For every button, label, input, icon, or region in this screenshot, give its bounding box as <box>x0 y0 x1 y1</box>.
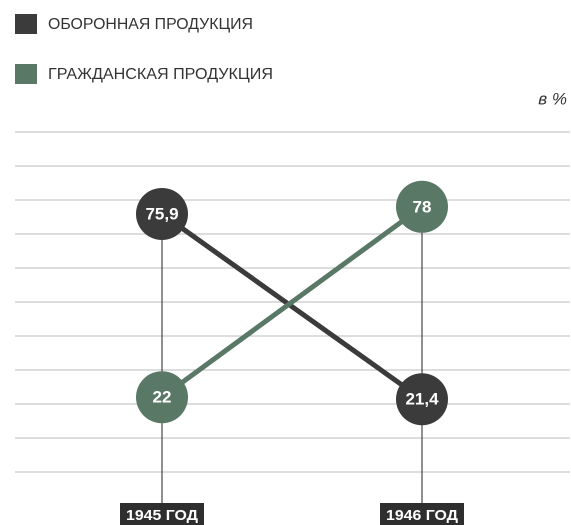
value-label: 75,9 <box>145 204 178 223</box>
category-box <box>120 503 204 525</box>
value-label: 78 <box>413 197 432 216</box>
x-tick-label: 1946 ГОД <box>386 507 458 524</box>
point <box>136 187 188 240</box>
legend-swatch <box>15 14 37 34</box>
legend-swatch <box>15 64 37 84</box>
legend-label: ГРАЖДАНСКАЯ ПРОДУКЦИЯ <box>48 66 273 83</box>
series-line <box>160 204 424 400</box>
value-label: 21,4 <box>405 390 439 409</box>
x-tick-label: 1945 ГОД <box>126 507 198 524</box>
point <box>136 371 188 424</box>
category-box <box>380 503 464 525</box>
unit-label: в % <box>538 89 567 108</box>
series-line <box>160 211 424 402</box>
legend-label: ОБОРОННАЯ ПРОДУКЦИЯ <box>48 16 253 33</box>
value-label: 22 <box>153 388 172 407</box>
point <box>396 373 448 426</box>
point <box>396 180 448 233</box>
